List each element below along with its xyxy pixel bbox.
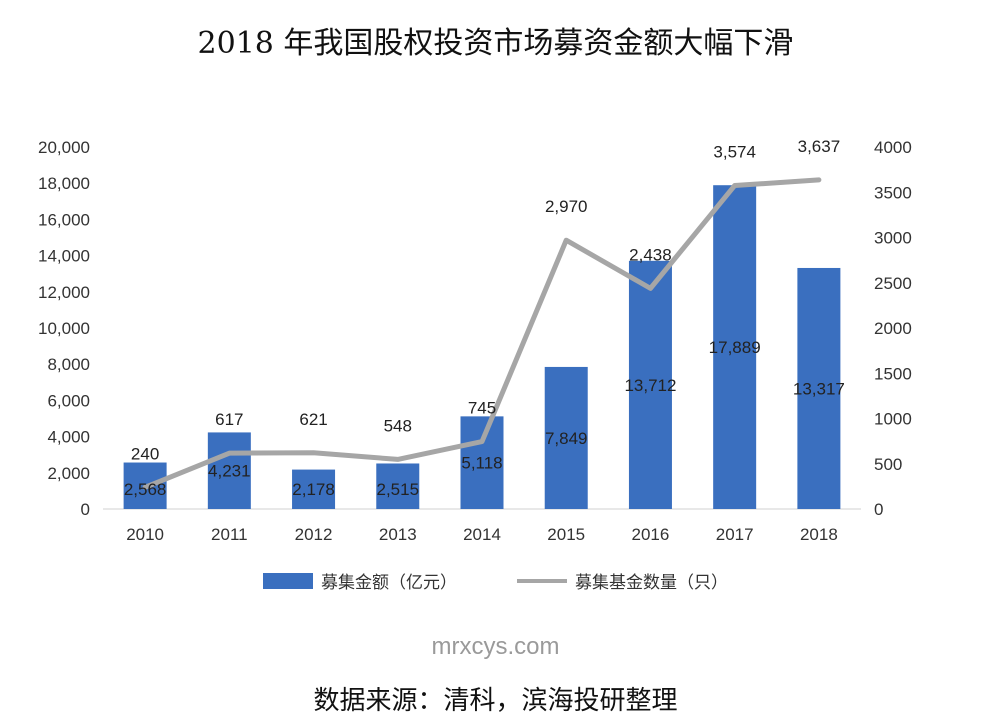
y-left-tick-label: 4,000 bbox=[47, 428, 90, 447]
x-tick-label: 2018 bbox=[800, 525, 838, 544]
legend-bar-swatch bbox=[263, 572, 313, 589]
bar bbox=[460, 416, 504, 509]
y-left-tick-label: 0 bbox=[81, 500, 90, 519]
bar bbox=[544, 366, 588, 509]
line-data-label: 240 bbox=[131, 444, 159, 463]
y-left-tick-label: 12,000 bbox=[38, 283, 90, 302]
count-series-line bbox=[142, 177, 822, 490]
bar-data-label: 7,849 bbox=[545, 429, 588, 448]
line-data-label: 2,438 bbox=[629, 245, 672, 264]
bar-data-label: 2,568 bbox=[124, 480, 167, 499]
y-right-tick-label: 2500 bbox=[874, 274, 912, 293]
line-data-label: 3,574 bbox=[713, 143, 756, 162]
x-tick-label: 2017 bbox=[716, 525, 754, 544]
y-left-tick-label: 16,000 bbox=[38, 210, 90, 229]
chart-svg: 0 2,000 4,000 6,000 8,000 10,000 12,000 14,000 1… bbox=[38, 137, 912, 544]
x-tick-label: 2013 bbox=[379, 525, 417, 544]
line-data-label: 621 bbox=[299, 410, 327, 429]
y-left-tick-label: 18,000 bbox=[38, 174, 90, 193]
y-right-tick-label: 500 bbox=[874, 455, 902, 474]
legend-line-swatch bbox=[517, 578, 567, 583]
chart-title: 2018 年我国股权投资市场募资金额大幅下滑 bbox=[197, 26, 794, 61]
legend: 募集金额（亿元） 募集基金数量（只） bbox=[0, 568, 991, 593]
x-tick-label: 2012 bbox=[295, 525, 333, 544]
line-data-label: 3,637 bbox=[798, 137, 841, 156]
y-left-tick-label: 14,000 bbox=[38, 247, 90, 266]
y-right-tick-label: 2000 bbox=[874, 319, 912, 338]
bar bbox=[628, 260, 672, 509]
line-data-label: 617 bbox=[215, 410, 243, 429]
bar bbox=[207, 432, 251, 509]
x-tick-label: 2010 bbox=[126, 525, 164, 544]
legend-item-count: 募集基金数量（只） bbox=[517, 568, 728, 593]
source-note: 数据来源：清科，滨海投研整理 bbox=[313, 686, 678, 716]
y-left-tick-label: 6,000 bbox=[47, 391, 90, 410]
line-data-label: 548 bbox=[384, 416, 412, 435]
watermark: mrxcys.com bbox=[431, 633, 560, 660]
legend-amount-label: 募集金额（亿元） bbox=[321, 573, 457, 593]
bar-data-label: 5,118 bbox=[461, 454, 502, 473]
legend-count-label: 募集基金数量（只） bbox=[575, 573, 728, 593]
legend-item-amount: 募集金额（亿元） bbox=[263, 568, 457, 593]
bar-data-label: 2,515 bbox=[377, 480, 420, 499]
bar bbox=[713, 185, 757, 509]
y-left-tick-label: 8,000 bbox=[47, 355, 90, 374]
y-left-tick-label: 2,000 bbox=[47, 464, 90, 483]
bar-data-label: 13,712 bbox=[624, 376, 676, 395]
y-right-tick-label: 4000 bbox=[874, 138, 912, 157]
x-tick-label: 2014 bbox=[463, 525, 501, 544]
bar-data-label: 2,178 bbox=[292, 480, 335, 499]
y-right-tick-label: 3000 bbox=[874, 229, 912, 248]
y-left-tick-label: 20,000 bbox=[38, 138, 90, 157]
bar-data-label: 4,231 bbox=[208, 462, 251, 481]
bar bbox=[797, 267, 841, 509]
y-right-tick-label: 1000 bbox=[874, 410, 912, 429]
bar bbox=[376, 463, 420, 509]
bar-data-label: 13,317 bbox=[793, 379, 845, 398]
x-tick-label: 2016 bbox=[632, 525, 670, 544]
line-data-label: 2,970 bbox=[545, 197, 588, 216]
y-right-tick-label: 3500 bbox=[874, 183, 912, 202]
y-right-tick-label: 1500 bbox=[874, 364, 912, 383]
line-data-label: 745 bbox=[468, 399, 496, 418]
x-tick-label: 2015 bbox=[547, 525, 585, 544]
bar-data-label: 17,889 bbox=[709, 338, 761, 357]
y-left-tick-label: 10,000 bbox=[38, 319, 90, 338]
y-right-tick-label: 0 bbox=[874, 500, 883, 519]
bar bbox=[292, 469, 336, 509]
x-tick-label: 2011 bbox=[211, 525, 248, 544]
